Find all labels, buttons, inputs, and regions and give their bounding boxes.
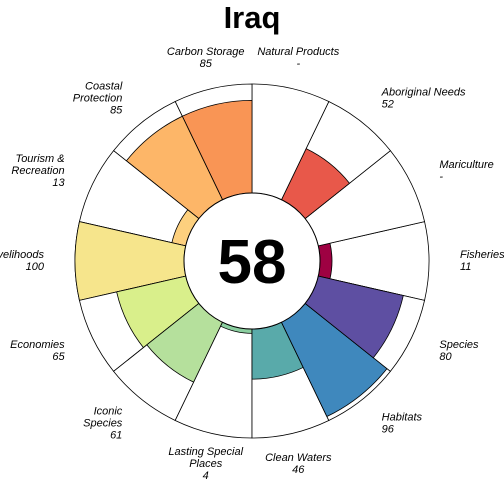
center-score: 58 (218, 228, 287, 297)
petal-value-livelihoods: 100 (26, 261, 45, 273)
petal-value-habitats: 96 (382, 424, 395, 436)
petal-value-species: 80 (439, 351, 452, 363)
petal-label-iconic-species: Iconic (94, 406, 123, 418)
petal-label-economies: Economies (10, 339, 65, 351)
petal-label-tourism-recreation: Tourism & (15, 153, 64, 165)
petal-value-clean-waters: 46 (292, 464, 305, 476)
petal-label-carbon-storage: Carbon Storage (167, 46, 245, 58)
petal-label-lasting-special-places: Lasting Special (168, 446, 243, 458)
petal-label-coastal-protection: Coastal (85, 80, 123, 92)
petal-label-clean-waters: Clean Waters (265, 452, 332, 464)
petal-value-tourism-recreation: 13 (52, 177, 65, 189)
petal-label-lasting-special-places: Places (189, 458, 223, 470)
petal-value-aboriginal-needs: 52 (382, 98, 394, 110)
petal-label-iconic-species: Species (83, 418, 123, 430)
petal-label-species: Species (439, 339, 479, 351)
chart-title: Iraq (224, 0, 281, 35)
petal-value-natural-products: - (296, 58, 300, 70)
petal-label-coastal-protection: Protection (73, 92, 123, 104)
petal-value-mariculture: - (439, 171, 443, 183)
petal-label-fisheries: Fisheries (460, 249, 504, 261)
center-circle (183, 192, 321, 330)
petal-label-natural-products: Natural Products (257, 46, 339, 58)
petal-label-tourism-recreation: Recreation (11, 165, 64, 177)
petal-label-habitats: Habitats (382, 412, 423, 424)
petal-value-carbon-storage: 85 (200, 58, 213, 70)
petal-value-economies: 65 (52, 351, 65, 363)
petal-label-mariculture: Mariculture (439, 159, 493, 171)
petal-value-iconic-species: 61 (110, 430, 122, 442)
petal-value-fisheries: 11 (460, 261, 471, 273)
petal-value-coastal-protection: 85 (110, 104, 123, 116)
petal-value-lasting-special-places: 4 (203, 470, 209, 482)
petal-label-livelihoods: Livelihoods (0, 249, 44, 261)
petal-label-aboriginal-needs: Aboriginal Needs (381, 86, 466, 98)
